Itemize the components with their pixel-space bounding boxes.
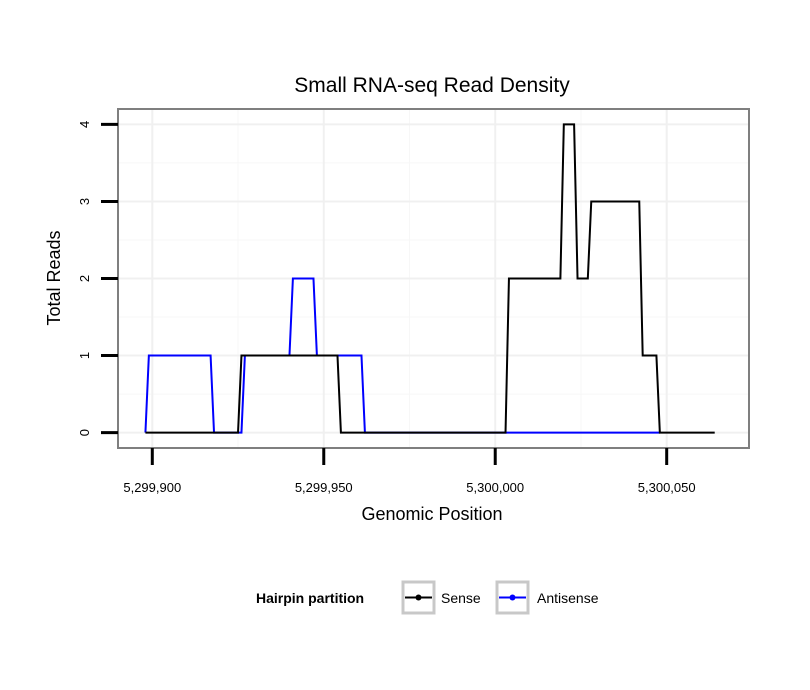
y-tick-label: 1	[77, 352, 92, 359]
legend-label-antisense: Antisense	[537, 590, 599, 606]
legend: Hairpin partition Sense Antisense	[256, 580, 599, 615]
legend-item-sense: Sense	[401, 580, 481, 615]
y-axis-label: Total Reads	[44, 230, 64, 325]
x-tick-label: 5,299,950	[295, 480, 353, 495]
legend-item-antisense: Antisense	[495, 580, 599, 615]
grid-lines	[119, 110, 748, 447]
legend-marker-sense	[415, 594, 422, 601]
y-tick-label: 2	[77, 275, 92, 282]
x-tick-label: 5,300,050	[638, 480, 696, 495]
legend-label-sense: Sense	[441, 590, 481, 606]
x-tick-label: 5,299,900	[123, 480, 181, 495]
x-axis-label: Genomic Position	[361, 504, 502, 524]
series-lines	[144, 123, 715, 434]
axis-ticks: 5,299,900 5,299,950 5,300,000 5,300,050 0 1 2 3…	[77, 121, 696, 495]
legend-marker-antisense	[509, 594, 516, 601]
legend-title: Hairpin partition	[256, 590, 364, 606]
y-tick-label: 0	[77, 429, 92, 436]
x-tick-label: 5,300,000	[466, 480, 524, 495]
y-tick-label: 3	[77, 198, 92, 205]
chart-title: Small RNA-seq Read Density	[294, 74, 570, 97]
y-tick-label: 4	[77, 121, 92, 128]
series-line-sense	[145, 123, 715, 434]
